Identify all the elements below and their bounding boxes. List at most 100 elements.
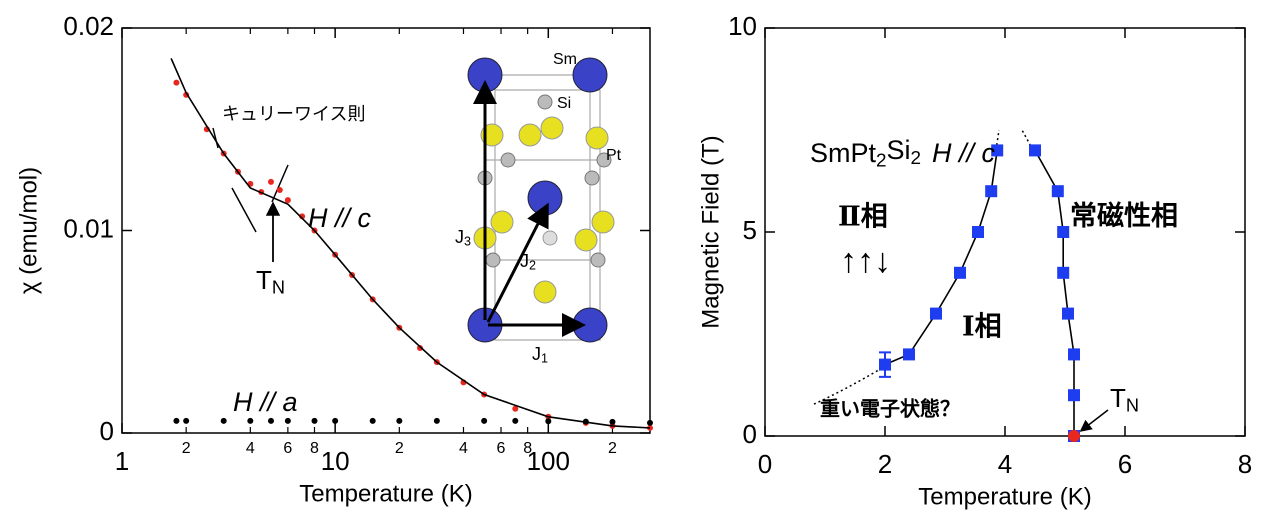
y-tick-label: 0 [743, 419, 757, 449]
atom-si [596, 152, 612, 168]
dotted-extension [811, 367, 883, 406]
compound-label-part: 2 [876, 151, 887, 172]
data-point [247, 417, 254, 424]
y-tick-label: 0.01 [63, 213, 114, 243]
atom-si [485, 252, 501, 268]
data-point [903, 348, 915, 361]
data-point [369, 417, 376, 424]
data-point [1051, 185, 1064, 198]
atom-si [542, 230, 558, 246]
data-point [433, 417, 440, 424]
x-minor-tick-label: 4 [246, 440, 255, 457]
tn-arrow [1079, 409, 1109, 432]
data-point [930, 307, 942, 320]
atom-si [537, 94, 553, 110]
y-tick-label: 0.02 [63, 11, 114, 41]
atom-si [500, 152, 516, 168]
x-tick-label: 4 [998, 449, 1012, 479]
series-line [1034, 150, 1075, 436]
spin-arrows: ↑↑↓ [840, 242, 891, 280]
exchange-arrows [473, 80, 586, 337]
atom-pt [574, 228, 598, 252]
exchange-label-part: 1 [541, 352, 548, 366]
exchange-label-part: J [532, 344, 541, 364]
atoms [467, 57, 615, 343]
x-tick-label: 2 [878, 449, 892, 479]
atom-label: Sm [553, 51, 577, 68]
x-minor-tick-label: 2 [395, 440, 404, 457]
exchange-label: J3 [455, 227, 471, 249]
annotation: キュリーワイス則 [222, 104, 365, 124]
atom-pt [490, 210, 514, 234]
data-point [1057, 266, 1070, 279]
y-axis-title: Magnetic Field (T) [697, 135, 724, 328]
data-point [332, 417, 339, 424]
data-point [609, 418, 616, 425]
atom-si [584, 170, 600, 186]
plot-frame [764, 27, 1246, 437]
atom-pt [591, 210, 615, 234]
compound-label-part: SmPt [810, 138, 877, 168]
dotted-extension [1021, 129, 1034, 151]
x-tick-label: 100 [527, 446, 570, 476]
x-tick-label: 0 [758, 449, 772, 479]
x-minor-tick-label: 8 [310, 440, 319, 457]
compound-label-part: Si [887, 135, 911, 165]
data-point [267, 417, 274, 424]
exchange-label-part: J [455, 227, 464, 247]
data-point [972, 226, 984, 238]
atom-pt [533, 280, 557, 304]
x-tick-label: 10 [321, 446, 350, 476]
tangent-line [271, 164, 289, 203]
data-point [1062, 307, 1074, 320]
data-point [276, 187, 283, 193]
exchange-label-part: J [520, 251, 529, 271]
data-point [512, 417, 519, 424]
data-point [1057, 226, 1070, 238]
atom-label: Pt [606, 147, 622, 164]
data-point [284, 197, 291, 204]
tn-label-part: N [1126, 395, 1139, 415]
phase-label: 常磁性相 [1070, 201, 1178, 231]
tn-label: TN [1110, 383, 1139, 415]
exchange-label: J1 [532, 344, 548, 366]
data-point [396, 417, 403, 424]
exchange-label: J2 [520, 251, 536, 273]
atom-pt [585, 126, 609, 150]
series-line [170, 58, 651, 429]
x-tick-label: 8 [1238, 449, 1252, 479]
data-point [1068, 430, 1080, 442]
x-tick-label: 1 [115, 446, 129, 476]
y-axis-title: χ (emu/mol) [15, 167, 42, 294]
data-point [1029, 144, 1041, 157]
exchange-label-part: 2 [529, 259, 536, 273]
dotted-extension [995, 129, 1000, 151]
data-point [545, 418, 552, 425]
data-point [1068, 389, 1080, 402]
atom-pt [518, 123, 542, 147]
series-label: H // a [233, 387, 298, 417]
tn-label: TN [256, 265, 285, 297]
x-minor-tick-label: 6 [283, 440, 292, 457]
data-point [416, 344, 423, 351]
y-tick-label: 5 [743, 215, 757, 245]
data-point [1068, 348, 1080, 361]
data-point [991, 144, 1004, 157]
exchange-label-part: 3 [464, 235, 471, 249]
atom-label: Si [557, 95, 571, 112]
compound-label: SmPt2Si2 [810, 135, 921, 171]
field-direction: H // c [932, 138, 996, 168]
j2-arrow [486, 202, 549, 323]
data-point [284, 417, 291, 424]
x-minor-tick-label: 8 [523, 440, 532, 457]
data-point [512, 405, 519, 412]
x-minor-tick-label: 4 [459, 440, 468, 457]
x-axis-title: Temperature (K) [299, 480, 472, 507]
x-axis-title: Temperature (K) [918, 483, 1091, 510]
atom-si [590, 252, 606, 268]
tn-label-part: N [272, 277, 285, 297]
plot-frame [121, 27, 651, 434]
tangent-line [231, 187, 257, 233]
